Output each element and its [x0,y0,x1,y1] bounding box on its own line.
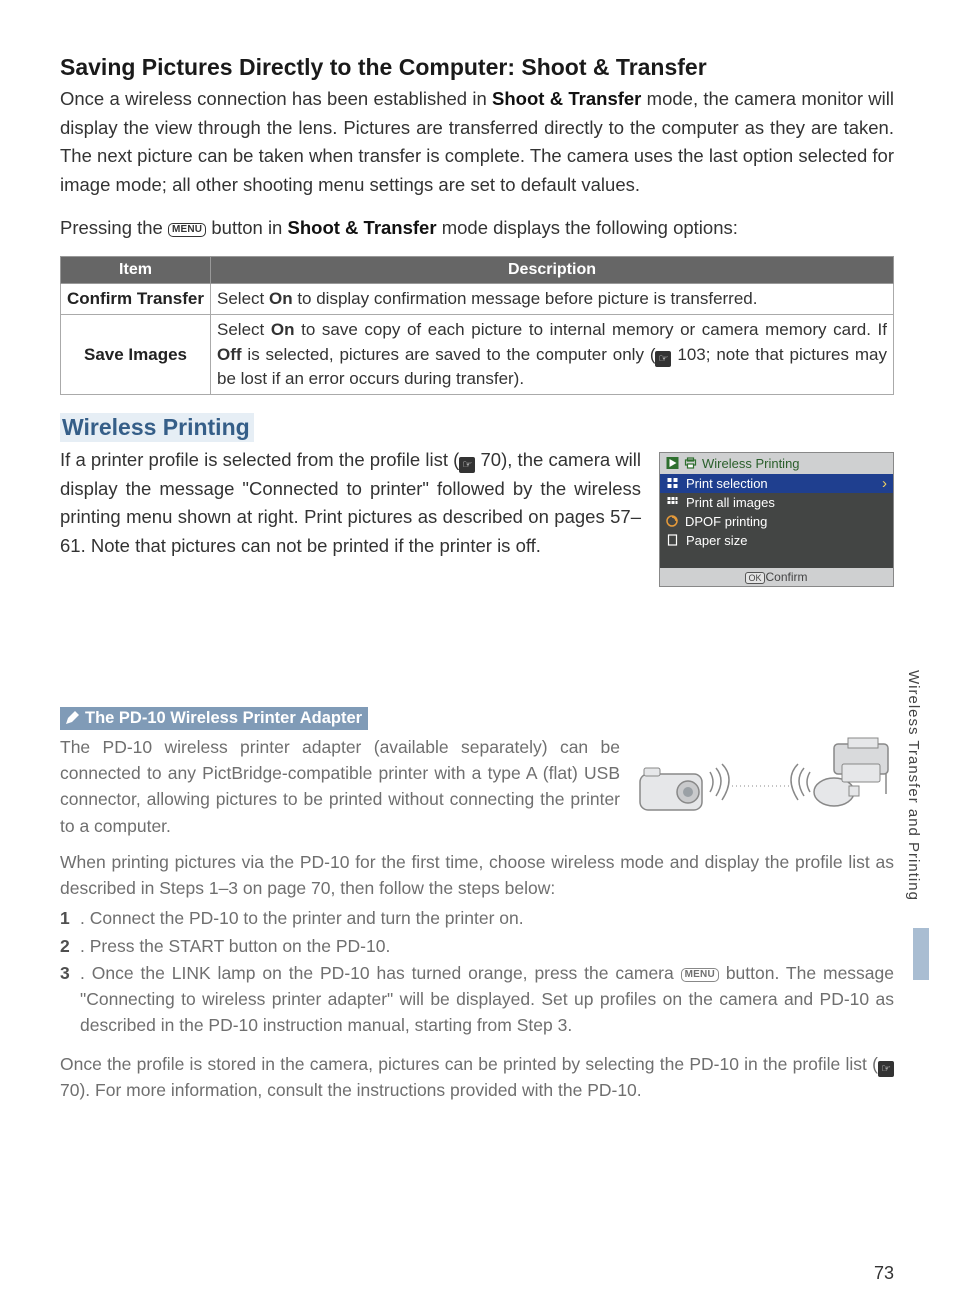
text: Once a wireless connection has been esta… [60,88,492,109]
column-header-item: Item [61,257,211,284]
page-ref: 70 [481,449,502,470]
ok-icon: OK [745,572,764,584]
menu-item-label: Print selection [686,476,768,491]
menu-header: Wireless Printing [660,453,893,474]
menu-footer: OKConfirm [660,568,893,586]
step-text: . Press the START button on the PD-10. [80,933,894,959]
note-paragraph-2: When printing pictures via the PD-10 for… [60,849,894,902]
step-text: . Once the LINK lamp on the PD-10 has tu… [80,960,894,1039]
side-tab-bar [913,928,929,980]
menu-button-icon: MENU [168,223,206,237]
page-number: 73 [874,1263,894,1284]
table-row: Confirm Transfer Select On to display co… [61,284,894,315]
table-header-row: Item Description [61,257,894,284]
option-value: Off [217,345,242,364]
step-text: . Connect the PD-10 to the printer and t… [80,905,894,931]
text: Select [217,289,269,308]
steps-list: 1 . Connect the PD-10 to the printer and… [60,905,894,1038]
play-icon [666,457,679,469]
page-ref-icon: ☞ [655,351,671,367]
step-item: 2 . Press the START button on the PD-10. [60,933,894,959]
page-ref-icon: ☞ [459,457,475,473]
page-ref: 70 [60,1080,79,1100]
text: button in [206,217,287,238]
note-heading: The PD-10 Wireless Printer Adapter [60,707,368,730]
wireless-printing-paragraph: If a printer profile is selected from th… [60,446,641,561]
confirm-label: Confirm [766,570,808,584]
text: to save copy of each picture to internal… [294,320,887,339]
intro-paragraph-2: Pressing the MENU button in Shoot & Tran… [60,214,894,243]
mode-name: Shoot & Transfer [288,217,437,238]
text: Pressing the [60,217,168,238]
option-value: On [269,289,293,308]
page-ref-icon: ☞ [878,1061,894,1077]
grid-icon [666,477,679,489]
menu-item-label: Paper size [686,533,747,548]
description-cell: Select On to save copy of each picture t… [211,315,894,394]
description-cell: Select On to display confirmation messag… [211,284,894,315]
section-heading-wireless-printing: Wireless Printing [60,413,254,442]
note-paragraph-1: The PD-10 wireless printer adapter (avai… [60,734,620,839]
menu-item-label: Print all images [686,495,775,510]
item-cell: Confirm Transfer [61,284,211,315]
text: is selected, pictures are saved to the c… [242,345,656,364]
all-icon [666,496,679,508]
side-tab: Wireless Transfer and Printing [905,670,933,980]
options-table: Item Description Confirm Transfer Select… [60,256,894,395]
dpof-icon [666,515,678,527]
option-value: On [271,320,295,339]
note-title: The PD-10 Wireless Printer Adapter [85,709,362,728]
text: mode displays the following options: [437,217,738,238]
wireless-printing-menu-figure: Wireless Printing Print selection Print … [659,452,894,587]
menu-item-label: DPOF printing [685,514,767,529]
column-header-description: Description [211,257,894,284]
printer-icon [684,457,697,469]
section-heading-shoot-transfer: Saving Pictures Directly to the Computer… [60,54,894,81]
side-tab-label: Wireless Transfer and Printing [905,670,922,920]
mode-name: Shoot & Transfer [492,88,641,109]
note-paragraph-3: Once the profile is stored in the camera… [60,1051,894,1104]
menu-button-icon: MENU [681,968,719,982]
text: Once the profile is stored in the camera… [60,1054,878,1074]
menu-title: Wireless Printing [702,456,800,471]
step-number: 3 [60,960,80,1039]
paper-icon [666,534,679,546]
step-item: 3 . Once the LINK lamp on the PD-10 has … [60,960,894,1039]
text: If a printer profile is selected from th… [60,449,459,470]
menu-item: DPOF printing [660,512,893,531]
step-number: 2 [60,933,80,959]
menu-item: Paper size [660,531,893,550]
item-cell: Save Images [61,315,211,394]
menu-spacer [660,550,893,568]
text: to display confirmation message before p… [293,289,758,308]
camera-printer-figure [634,734,894,824]
menu-item: Print all images [660,493,893,512]
intro-paragraph-1: Once a wireless connection has been esta… [60,85,894,200]
text: Select [217,320,271,339]
table-row: Save Images Select On to save copy of ea… [61,315,894,394]
step-item: 1 . Connect the PD-10 to the printer and… [60,905,894,931]
text: ). For more information, consult the ins… [79,1080,641,1100]
text: . Once the LINK lamp on the PD-10 has tu… [80,963,681,983]
step-number: 1 [60,905,80,931]
menu-item-selected: Print selection [660,474,893,493]
page-ref: 103 [677,345,705,364]
pencil-icon [64,710,80,726]
